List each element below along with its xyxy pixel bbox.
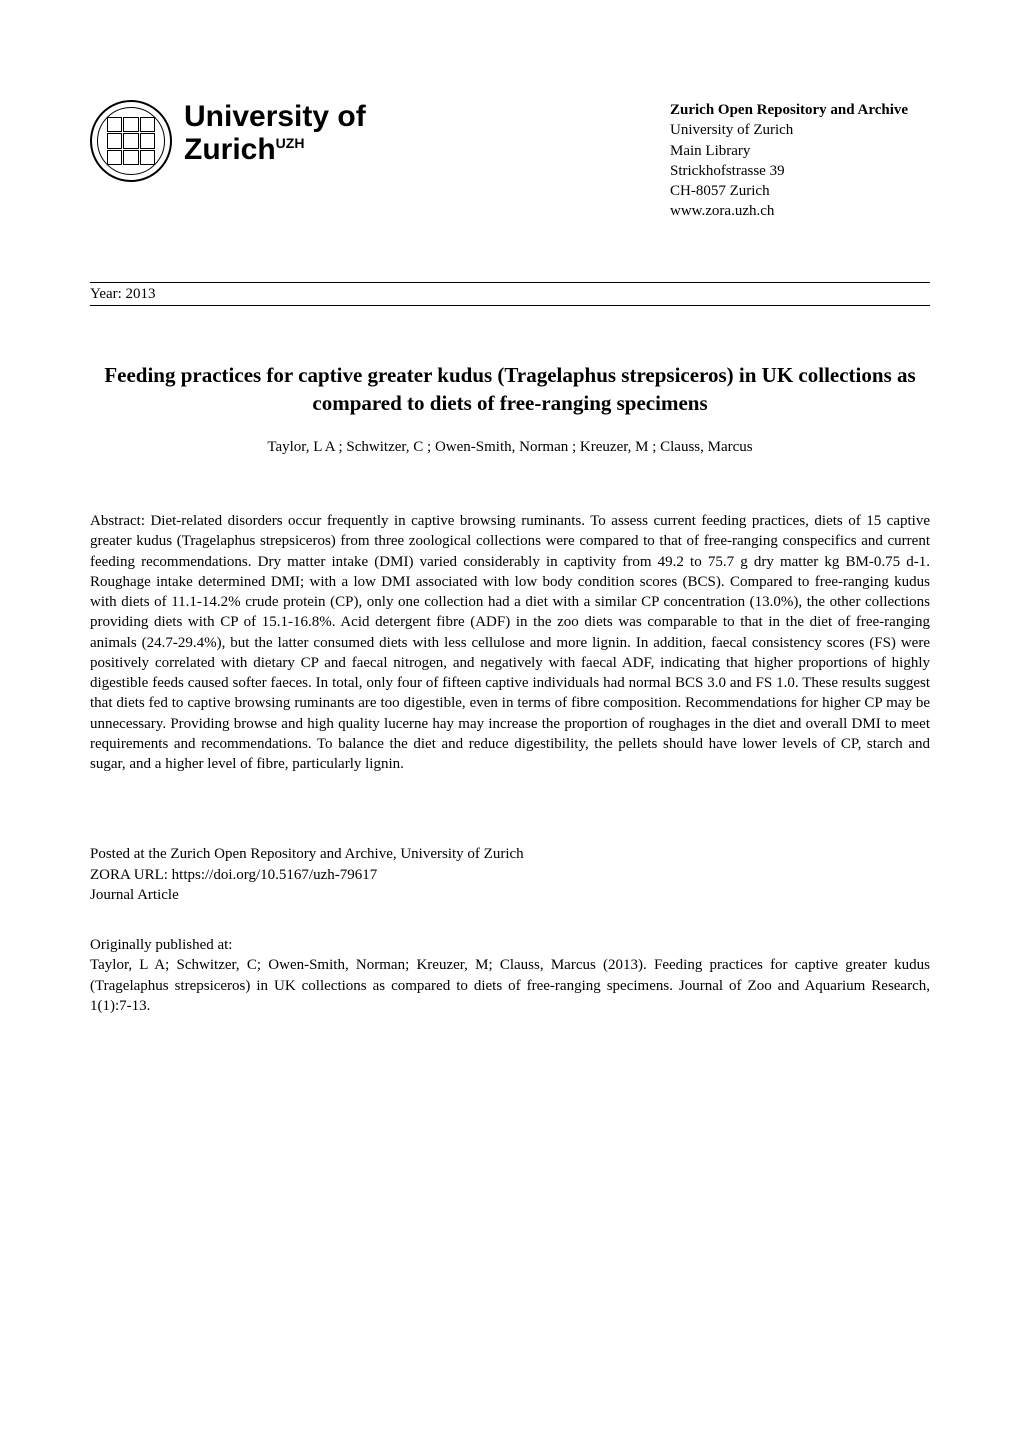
posted-line: Posted at the Zurich Open Repository and…	[90, 844, 930, 864]
university-name: University of ZurichUZH	[184, 100, 366, 166]
repo-title: Zurich Open Repository and Archive	[670, 100, 930, 120]
seal-inner-grid	[107, 117, 155, 165]
header-row: University of ZurichUZH Zurich Open Repo…	[90, 100, 930, 222]
university-seal	[90, 100, 172, 182]
repo-line: Main Library	[670, 141, 930, 161]
univ-line-2: Zurich	[184, 133, 276, 166]
divider	[90, 305, 930, 306]
repository-info: Zurich Open Repository and Archive Unive…	[670, 100, 930, 222]
posted-block: Posted at the Zurich Open Repository and…	[90, 844, 930, 905]
repo-line: www.zora.uzh.ch	[670, 201, 930, 221]
abstract-text: Abstract: Diet-related disorders occur f…	[90, 511, 930, 774]
divider	[90, 282, 930, 283]
year-line: Year: 2013	[90, 286, 930, 303]
uzh-superscript: UZH	[276, 135, 305, 151]
repo-line: University of Zurich	[670, 120, 930, 140]
univ-line-1: University of	[184, 100, 366, 133]
logo-block: University of ZurichUZH	[90, 100, 366, 182]
authors-line: Taylor, L A ; Schwitzer, C ; Owen-Smith,…	[90, 439, 930, 456]
paper-title: Feeding practices for captive greater ku…	[90, 361, 930, 418]
orig-heading: Originally published at:	[90, 935, 930, 955]
zora-url: ZORA URL: https://doi.org/10.5167/uzh-79…	[90, 865, 930, 885]
repo-line: Strickhofstrasse 39	[670, 161, 930, 181]
repo-line: CH-8057 Zurich	[670, 181, 930, 201]
originally-published-block: Originally published at: Taylor, L A; Sc…	[90, 935, 930, 1016]
article-type: Journal Article	[90, 885, 930, 905]
orig-citation: Taylor, L A; Schwitzer, C; Owen-Smith, N…	[90, 955, 930, 1016]
